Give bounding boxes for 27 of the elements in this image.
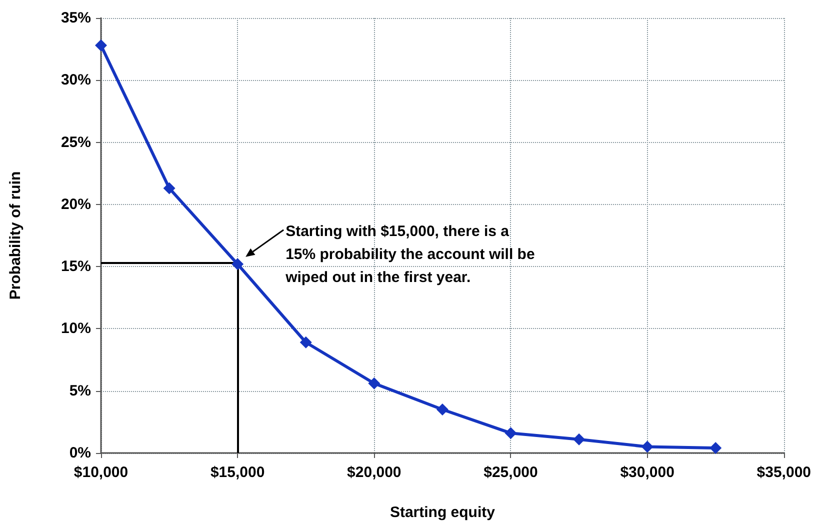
point	[710, 442, 722, 454]
point	[368, 377, 380, 390]
y-tick-label: 0%	[69, 444, 91, 462]
point	[641, 440, 654, 453]
point	[163, 182, 176, 194]
x-tick-label: $25,000	[484, 464, 538, 481]
x-tick-label: $15,000	[210, 464, 265, 481]
annotation: Starting with $15,000, there is a 15% probability the account will be wiped out in the first year.	[284, 222, 535, 286]
x-tick-label: $35,000	[756, 464, 812, 481]
x-tick-label: $10,000	[74, 464, 128, 481]
point	[232, 258, 244, 270]
point	[573, 433, 586, 446]
x-axis-title: Starting equity	[390, 504, 496, 521]
y-tick-label: 35%	[60, 10, 91, 26]
y-axis-title: Probability of ruin	[7, 171, 24, 300]
point	[436, 404, 448, 416]
y-tick-label: 15%	[60, 258, 91, 276]
y-tick-label: 10%	[60, 320, 91, 338]
y-tick-label: 20%	[60, 196, 91, 213]
y-tick-label: 25%	[60, 134, 91, 151]
x-tick-label: $20,000	[347, 464, 402, 481]
point	[504, 427, 517, 440]
y-tick-label: 30%	[60, 72, 91, 89]
y-tick-label: 5%	[69, 382, 91, 400]
x-tick-label: $30,000	[620, 464, 674, 481]
point	[300, 336, 312, 348]
point	[95, 39, 107, 52]
